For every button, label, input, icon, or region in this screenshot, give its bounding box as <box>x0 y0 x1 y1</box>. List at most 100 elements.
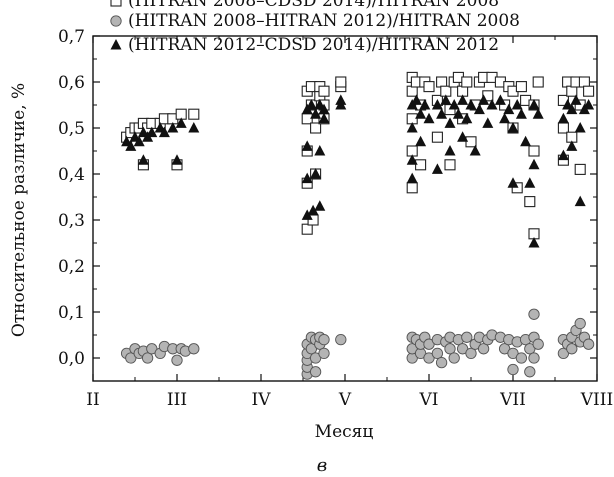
data-point <box>515 352 528 364</box>
data-point <box>583 99 595 110</box>
data-point <box>511 182 523 194</box>
y-tick-label: 0,4 <box>58 165 85 185</box>
data-point <box>410 94 422 105</box>
x-axis: II III IV V VI VII VIII <box>86 36 613 410</box>
data-point <box>415 135 427 147</box>
data-point <box>482 117 494 128</box>
x-tick-label: VI <box>419 390 439 410</box>
data-point <box>574 317 586 330</box>
data-point <box>137 154 149 165</box>
data-point <box>532 338 544 350</box>
data-point <box>310 168 322 179</box>
data-point <box>301 172 313 184</box>
x-tick-label: IV <box>252 390 272 410</box>
data-point <box>566 85 578 97</box>
data-point <box>452 108 464 119</box>
data-point <box>528 308 540 320</box>
data-point <box>566 103 578 115</box>
legend-marker <box>110 0 122 7</box>
data-point <box>309 366 322 378</box>
data-point <box>511 99 523 110</box>
data-point <box>188 122 200 133</box>
data-point <box>503 103 515 115</box>
x-tick-label: VII <box>499 390 526 410</box>
data-point <box>478 94 490 105</box>
data-point <box>444 343 456 355</box>
data-point <box>406 154 418 165</box>
data-point <box>406 182 418 194</box>
data-point <box>557 94 569 106</box>
data-point <box>578 76 590 88</box>
data-point <box>574 163 586 175</box>
legend-label: (HITRAN 2008–HITRAN 2012)/HITRAN 2008 <box>128 11 520 31</box>
data-point <box>431 99 443 110</box>
y-tick-label: 0,5 <box>58 119 85 139</box>
data-point <box>524 366 536 378</box>
data-point <box>301 209 313 220</box>
data-point <box>524 177 536 188</box>
data-point <box>515 81 527 93</box>
data-point <box>444 145 456 156</box>
data-point <box>557 122 569 134</box>
data-point <box>507 177 519 188</box>
data-point <box>133 135 145 147</box>
data-point <box>574 99 586 111</box>
data-points <box>120 71 595 380</box>
data-point <box>574 122 586 133</box>
y-tick-label: 0,1 <box>58 303 85 323</box>
data-point <box>477 343 490 355</box>
legend-marker <box>110 39 122 50</box>
y-axis-title: Относительное различие, % <box>9 83 29 337</box>
data-point <box>461 331 473 343</box>
data-point <box>494 94 506 105</box>
data-point <box>465 99 477 110</box>
data-point <box>171 154 183 165</box>
data-point <box>406 172 418 184</box>
y-tick-label: 0,0 <box>58 349 85 369</box>
data-point <box>335 76 347 88</box>
data-point <box>307 204 319 216</box>
y-tick-label: 0,7 <box>58 27 85 47</box>
data-point <box>507 363 519 376</box>
data-point <box>482 90 494 102</box>
data-point <box>125 140 137 151</box>
data-point <box>448 352 460 364</box>
data-point <box>507 122 519 133</box>
x-axis-title: Месяц <box>315 422 374 442</box>
data-point <box>431 131 443 143</box>
data-point <box>469 145 481 156</box>
data-point <box>574 195 586 207</box>
data-point <box>557 112 569 124</box>
data-point <box>582 338 595 350</box>
data-point <box>314 200 326 211</box>
data-point <box>318 347 330 360</box>
data-point <box>583 85 595 97</box>
data-point <box>423 81 435 93</box>
data-point <box>188 343 200 355</box>
data-point <box>435 356 448 369</box>
data-point <box>415 159 427 171</box>
data-point <box>528 158 540 170</box>
data-point <box>532 108 544 119</box>
data-point <box>175 117 187 128</box>
data-point <box>436 76 448 88</box>
data-point <box>457 131 469 142</box>
data-point <box>566 343 578 355</box>
data-point <box>431 347 444 360</box>
data-point <box>528 145 540 157</box>
legend: (HITRAN 2008–CDSD 2014)/HITRAN 2008(HITR… <box>110 0 520 55</box>
data-point <box>406 85 418 97</box>
data-point <box>171 354 183 366</box>
data-point <box>318 112 330 124</box>
data-point <box>167 122 179 133</box>
data-point <box>465 347 477 360</box>
legend-label: (HITRAN 2012–CDSD 2014)/HITRAN 2012 <box>128 35 499 55</box>
data-point <box>473 103 485 115</box>
data-point <box>440 94 452 105</box>
y-tick-label: 0,6 <box>58 73 85 93</box>
data-point <box>305 99 317 110</box>
series-3 <box>121 94 595 248</box>
legend-label: (HITRAN 2008–CDSD 2014)/HITRAN 2008 <box>128 0 499 11</box>
data-point <box>314 145 326 156</box>
data-point <box>335 94 347 105</box>
